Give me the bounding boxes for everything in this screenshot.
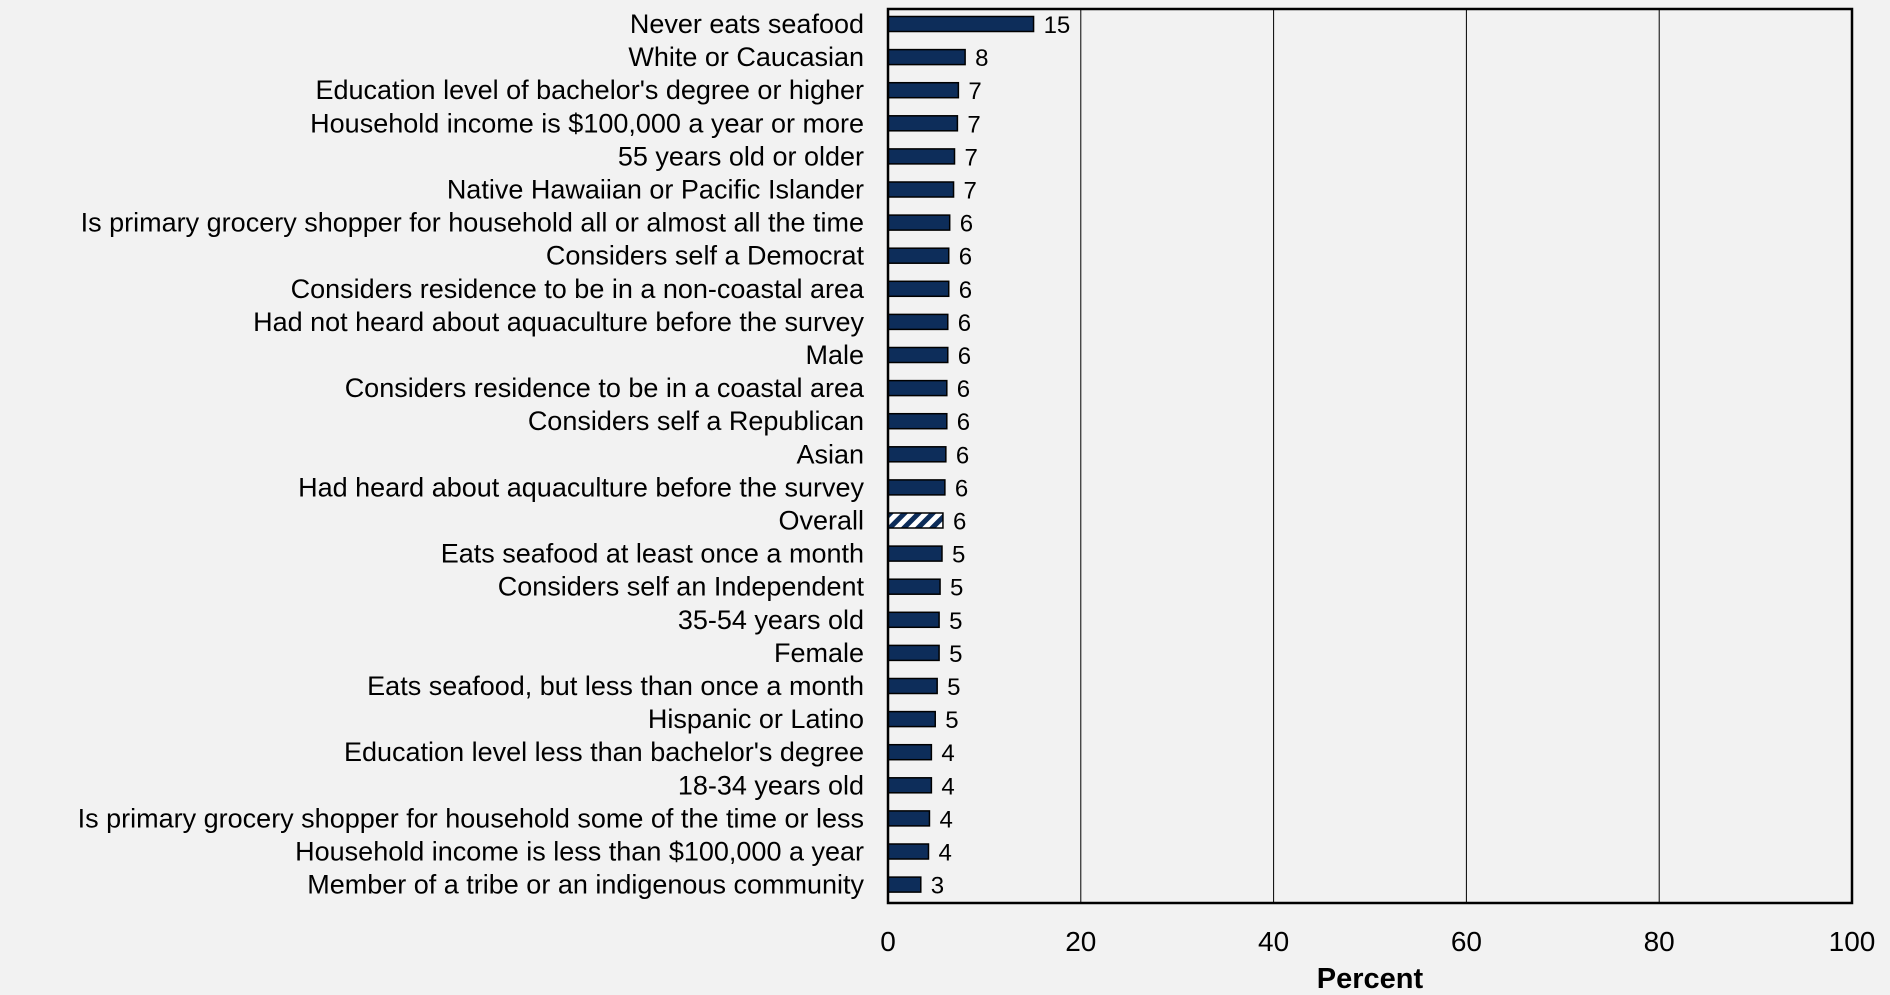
- bar: [887, 181, 955, 198]
- data-label: 7: [965, 144, 978, 171]
- category-label: Eats seafood, but less than once a month: [367, 671, 864, 701]
- bar: [887, 479, 946, 496]
- data-label: 7: [964, 178, 977, 205]
- bar: [887, 743, 933, 761]
- x-axis-title: Percent: [1317, 963, 1424, 995]
- data-label: 5: [950, 575, 963, 602]
- category-label: 18-34 years old: [678, 770, 864, 800]
- data-label: 6: [959, 244, 972, 271]
- data-label: 4: [941, 740, 954, 767]
- category-label: Household income is $100,000 a year or m…: [310, 108, 864, 138]
- bar-overall: [887, 512, 944, 529]
- category-label: Household income is less than $100,000 a…: [295, 837, 864, 867]
- category-label: Overall: [778, 506, 864, 536]
- x-tick-labels: 0 20 40 60 80 100: [880, 926, 1875, 957]
- category-label: Never eats seafood: [630, 9, 864, 39]
- bar: [887, 346, 949, 364]
- category-label: Asian: [796, 439, 864, 469]
- data-label: 5: [949, 641, 962, 668]
- bars: [887, 15, 1035, 893]
- bar: [887, 611, 940, 629]
- bar: [887, 148, 956, 165]
- data-label: 4: [938, 840, 951, 867]
- bar: [887, 412, 948, 430]
- data-label: 6: [959, 277, 972, 304]
- bar: [887, 379, 948, 397]
- value-labels: 15 8 7 7 7 7 6 6 6 6 6 6 6 6 6 6 5 5 5 5 5 5 4 4 4 4 3: [931, 12, 1070, 900]
- data-label: 3: [931, 873, 944, 900]
- data-label: 6: [958, 310, 971, 337]
- bar: [887, 214, 951, 231]
- category-label: Considers residence to be in a non-coast…: [291, 274, 865, 304]
- category-label: White or Caucasian: [628, 42, 864, 72]
- data-label: 6: [955, 475, 968, 502]
- bar: [887, 48, 966, 66]
- grid-lines: [1080, 9, 1660, 903]
- category-label: Female: [774, 638, 864, 668]
- category-label: Had not heard about aquaculture before t…: [253, 307, 864, 337]
- bar: [887, 115, 959, 132]
- category-label: Education level less than bachelor's deg…: [344, 737, 864, 767]
- data-label: 4: [939, 806, 952, 833]
- bar: [887, 247, 950, 264]
- x-tick-label: 100: [1829, 926, 1876, 957]
- data-label: 7: [967, 111, 980, 138]
- bar: [887, 578, 941, 595]
- bar: [887, 777, 933, 794]
- category-label: 55 years old or older: [618, 141, 864, 171]
- category-label: Considers self a Democrat: [546, 241, 865, 271]
- data-label: 4: [941, 773, 954, 800]
- plot-frame: [886, 7, 1854, 905]
- bar: [887, 545, 943, 562]
- bar: [887, 843, 930, 860]
- data-label: 6: [960, 211, 973, 238]
- category-label: Male: [805, 340, 864, 370]
- data-label: 5: [949, 608, 962, 635]
- category-label: Native Hawaiian or Pacific Islander: [447, 175, 864, 205]
- data-label: 6: [957, 376, 970, 403]
- data-label: 5: [945, 707, 958, 734]
- category-label: Eats seafood at least once a month: [441, 539, 864, 569]
- data-label: 6: [958, 343, 971, 370]
- x-tick-label: 40: [1258, 926, 1289, 957]
- bar: [887, 446, 947, 463]
- data-label: 6: [957, 409, 970, 436]
- category-label: Hispanic or Latino: [648, 704, 864, 734]
- x-tick-label: 80: [1644, 926, 1675, 957]
- bar: [887, 15, 1035, 33]
- x-tick-label: 20: [1065, 926, 1096, 957]
- data-label: 8: [975, 45, 988, 72]
- category-label: 35-54 years old: [678, 605, 864, 635]
- bar: [887, 644, 940, 662]
- category-label: Member of a tribe or an indigenous commu…: [307, 870, 864, 900]
- x-tick-label: 60: [1451, 926, 1482, 957]
- bar: [887, 810, 931, 827]
- data-label: 7: [968, 78, 981, 105]
- data-label: 6: [953, 509, 966, 536]
- bar: [887, 313, 949, 331]
- data-label: 5: [947, 674, 960, 701]
- x-tick-label: 0: [880, 926, 896, 957]
- category-label: Is primary grocery shopper for household…: [81, 208, 864, 238]
- data-label: 5: [952, 542, 965, 569]
- category-label: Considers self a Republican: [528, 406, 864, 436]
- bar: [887, 876, 922, 893]
- bar: [887, 677, 938, 695]
- category-label: Considers residence to be in a coastal a…: [345, 373, 865, 403]
- category-label: Considers self an Independent: [498, 572, 865, 602]
- category-label: Had heard about aquaculture before the s…: [298, 472, 864, 502]
- category-label: Is primary grocery shopper for household…: [78, 803, 864, 833]
- category-label: Education level of bachelor's degree or …: [315, 75, 864, 105]
- data-label: 6: [956, 442, 969, 469]
- data-label: 15: [1044, 12, 1071, 39]
- bar: [887, 81, 960, 99]
- bar: [887, 280, 950, 298]
- bar: [887, 710, 936, 728]
